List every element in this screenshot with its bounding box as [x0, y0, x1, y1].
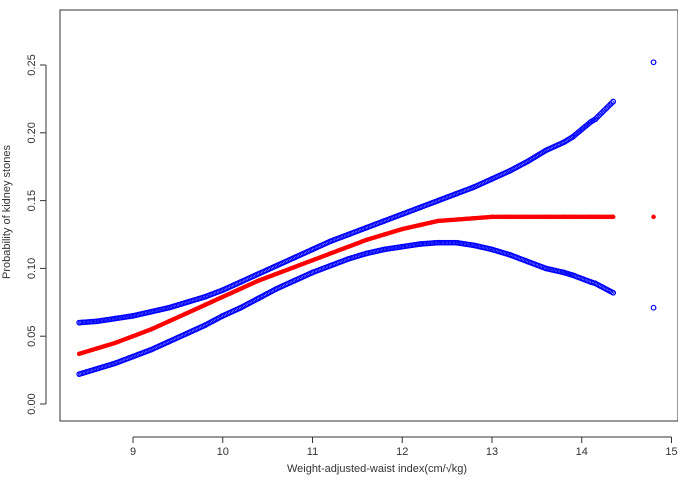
point-marker-ci-upper: [650, 59, 657, 66]
x-axis-title: Weight-adjusted-waist index(cm/√kg): [287, 463, 467, 475]
point-marker-ci-lower: [650, 304, 657, 311]
point-marker-ci-upper: [610, 98, 616, 105]
y-tick-label: 0.25: [26, 54, 38, 75]
y-axis: 0.00 0.05 0.10 0.15 0.20 0.25: [26, 54, 47, 415]
plot-frame: [59, 9, 678, 422]
y-tick-label: 0.20: [26, 122, 38, 143]
y-axis-title: Probability of kidney stones: [1, 145, 13, 279]
x-tick-label: 13: [486, 446, 498, 458]
x-axis: 9 10 11 12 13 14 15: [130, 436, 678, 458]
x-tick-label: 12: [396, 446, 408, 458]
point-marker-estimate: [610, 214, 616, 220]
y-tick-label: 0.10: [26, 258, 38, 279]
x-tick-label: 10: [217, 446, 229, 458]
x-tick-label: 9: [130, 446, 136, 458]
x-tick-label: 14: [576, 446, 588, 458]
series-estimate: [76, 214, 656, 357]
point-marker-ci-upper: [608, 100, 615, 106]
y-tick-label: 0.00: [26, 393, 38, 414]
y-tick-label: 0.15: [26, 190, 38, 211]
series-ci-upper: [76, 59, 657, 326]
y-tick-label: 0.05: [26, 325, 38, 346]
x-tick-label: 15: [665, 446, 677, 458]
point-marker-ci-lower: [610, 290, 616, 296]
point-marker-estimate: [651, 214, 656, 220]
series-layer: [76, 59, 657, 377]
x-tick-label: 11: [307, 446, 318, 458]
series-ci-lower: [76, 239, 657, 377]
